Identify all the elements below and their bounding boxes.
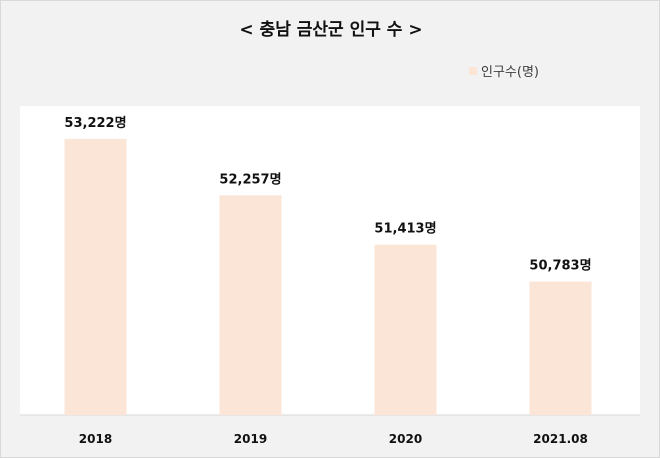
category-label-2018: 2018 (79, 432, 112, 446)
data-label-2021.08: 50,783명 (529, 258, 591, 274)
category-labels-group: 2018 2019 2020 2021.08 (79, 432, 588, 446)
legend-label: 인구수(명) (481, 65, 539, 80)
data-label-2020: 51,413명 (374, 221, 436, 237)
bar-2019 (219, 195, 282, 415)
chart-legend: 인구수(명) (469, 61, 539, 80)
bar-2020 (374, 244, 437, 415)
category-label-2019: 2019 (234, 432, 267, 446)
bar-2018 (64, 138, 127, 415)
category-label-2020: 2020 (389, 432, 422, 446)
data-label-2018: 53,222명 (64, 115, 126, 131)
chart-title: < 충남 금산군 인구 수 > (239, 20, 423, 40)
legend-swatch (469, 66, 477, 75)
category-label-2021.08: 2021.08 (533, 432, 588, 446)
bars-group (64, 138, 592, 415)
data-labels-group: 53,222명 52,257명 51,413명 50,783명 (64, 115, 591, 274)
bar-2021.08 (529, 281, 592, 415)
data-label-2019: 52,257명 (219, 171, 281, 187)
